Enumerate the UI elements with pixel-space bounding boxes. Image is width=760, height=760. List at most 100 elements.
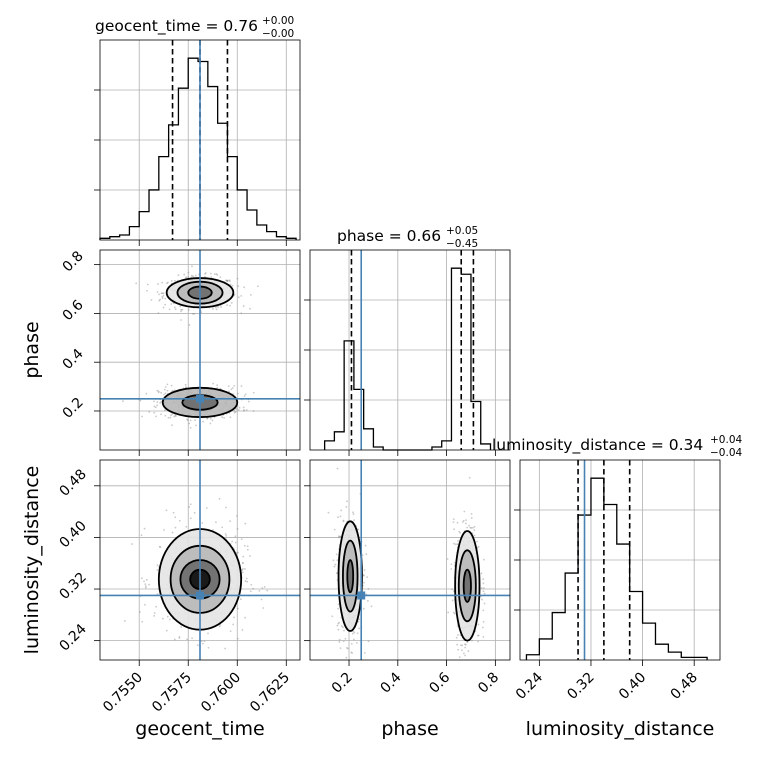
y-tick-label-phase: 0.4	[60, 346, 87, 373]
sample-point	[185, 276, 188, 279]
sample-point	[241, 568, 244, 570]
sample-point	[174, 414, 177, 417]
sample-point	[174, 516, 177, 519]
x-tick-label-geocent_time: 0.7550	[100, 670, 146, 716]
sample-point	[230, 302, 233, 304]
sample-point	[188, 506, 191, 508]
sample-point	[209, 422, 212, 425]
sample-point	[162, 294, 165, 297]
sample-point	[141, 620, 144, 623]
title-phase-main: phase = 0.66	[337, 227, 441, 245]
sample-point	[237, 285, 240, 287]
sample-point	[245, 409, 248, 411]
sample-point	[230, 388, 233, 391]
sample-point	[188, 324, 191, 326]
sample-point	[471, 679, 473, 681]
sample-point	[206, 417, 209, 420]
sample-point	[231, 284, 234, 287]
sample-point	[141, 415, 143, 418]
sample-point	[249, 590, 252, 593]
sample-point	[352, 513, 355, 516]
sample-point	[193, 511, 196, 514]
sample-point	[473, 529, 476, 532]
sample-point	[342, 519, 345, 522]
sample-point	[470, 527, 473, 529]
y-tick-label-luminosity_distance: 0.32	[56, 570, 89, 603]
sample-point	[472, 526, 474, 529]
contour-line	[342, 539, 359, 613]
scatter-panel-content	[100, 460, 300, 660]
sample-point	[464, 643, 466, 646]
sample-point	[164, 409, 166, 412]
sample-point	[161, 292, 164, 295]
sample-point	[140, 534, 143, 537]
sample-point	[469, 526, 472, 529]
histogram-panel-phase	[304, 249, 511, 456]
sample-point	[237, 551, 239, 554]
x-tick-label-geocent_time: 0.7625	[247, 670, 293, 716]
sample-point	[187, 276, 190, 279]
sample-point	[189, 419, 192, 422]
sample-point	[180, 308, 183, 311]
sample-point	[466, 526, 469, 529]
sample-point	[340, 509, 343, 512]
sample-point	[473, 534, 476, 537]
sample-point	[350, 642, 353, 645]
sample-point	[258, 589, 261, 592]
sample-point	[191, 312, 194, 315]
sample-point	[184, 383, 187, 386]
sample-point	[226, 304, 228, 306]
title-geocent-time-minus: −0.00	[262, 28, 294, 40]
sample-point	[240, 385, 243, 388]
sample-point	[453, 561, 456, 564]
sample-point	[146, 289, 148, 292]
sample-point	[453, 528, 455, 531]
sample-point	[179, 305, 182, 308]
density-fill	[463, 569, 471, 602]
sample-point	[178, 637, 181, 639]
sample-point	[237, 296, 240, 299]
sample-point	[157, 390, 160, 393]
y-tick-label-phase: 0.6	[60, 297, 87, 324]
sample-point	[246, 545, 249, 548]
sample-point	[166, 282, 168, 285]
sample-point	[231, 540, 234, 543]
sample-point	[482, 558, 485, 561]
sample-point	[216, 386, 219, 389]
sample-point	[225, 535, 228, 537]
sample-point	[332, 559, 335, 562]
sample-point	[482, 635, 485, 638]
sample-point	[218, 625, 221, 628]
sample-point	[238, 406, 241, 409]
sample-point	[241, 569, 244, 572]
panel-frame	[99, 39, 301, 241]
x-tick-label-geocent_time: 0.7575	[149, 670, 195, 716]
sample-point	[158, 293, 160, 296]
sample-point	[229, 416, 232, 419]
sample-point	[221, 416, 223, 419]
sample-point	[173, 638, 176, 641]
panel-frame	[99, 249, 301, 451]
title-phase: phase = 0.66 +0.05 −0.45	[337, 225, 478, 250]
sample-point	[215, 521, 217, 524]
sample-point	[358, 627, 361, 630]
sample-point	[229, 283, 232, 286]
contour-line	[346, 559, 355, 594]
sample-point	[482, 620, 485, 623]
panel-frame	[309, 249, 511, 451]
sample-point	[249, 294, 252, 296]
x-tick-label-phase: 0.4	[378, 669, 405, 696]
sample-point	[476, 540, 478, 543]
sample-point	[144, 585, 147, 587]
sample-point	[143, 603, 146, 606]
sample-point	[213, 273, 216, 275]
sample-point	[236, 637, 239, 640]
sample-point	[242, 406, 245, 409]
truth-marker	[196, 394, 204, 403]
sample-point	[191, 637, 193, 640]
sample-point	[156, 593, 159, 595]
truth-marker	[357, 591, 366, 600]
x-axis-label-luminosity-distance: luminosity_distance	[526, 718, 715, 740]
sample-point	[363, 652, 366, 654]
sample-point	[172, 511, 175, 514]
